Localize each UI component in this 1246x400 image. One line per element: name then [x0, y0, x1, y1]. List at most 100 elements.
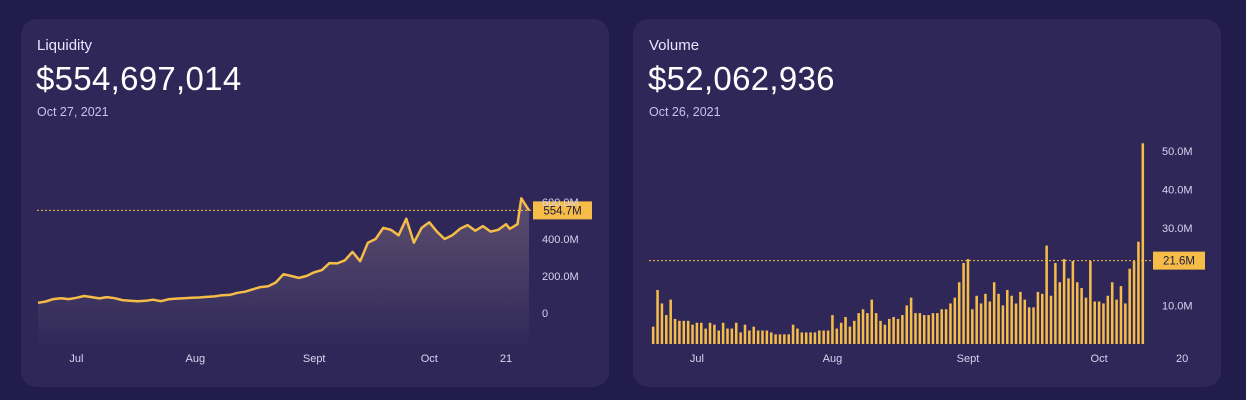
liquidity-value: $554,697,014 [36, 60, 242, 97]
volume-bar [800, 332, 804, 344]
volume-bar [1027, 307, 1031, 344]
volume-bar [673, 318, 677, 344]
volume-bar [700, 322, 703, 344]
volume-bar [669, 299, 672, 344]
volume-bar [918, 313, 922, 344]
volume-bar [678, 320, 681, 344]
volume-bar [1023, 299, 1027, 344]
volume-x-tick: Jul [690, 353, 704, 365]
volume-bar [1036, 291, 1040, 344]
volume-bar [962, 262, 965, 344]
volume-bar [975, 295, 978, 344]
volume-bar [914, 313, 917, 344]
volume-y-tick: 10.0M [1162, 300, 1193, 312]
liquidity-card: Liquidity $554,697,014 Oct 27, 2021 554.… [21, 19, 609, 387]
volume-bar [756, 330, 760, 344]
volume-bar [957, 282, 961, 344]
volume-bar [813, 332, 817, 344]
volume-bar [730, 328, 734, 344]
liquidity-chart[interactable]: 554.7M 0 200.0M 400.0M 600.0M Jul Aug Sept Oct 21 [21, 19, 609, 387]
volume-y-tick: 50.0M [1162, 146, 1193, 158]
volume-bar [774, 334, 777, 344]
volume-y-tick: 40.0M [1162, 185, 1193, 197]
volume-bar [1093, 301, 1096, 344]
volume-bar [1067, 278, 1070, 344]
volume-bar [1001, 305, 1005, 344]
volume-y-tick: 30.0M [1162, 223, 1193, 235]
volume-bar [835, 328, 839, 344]
volume-bar [708, 322, 712, 344]
volume-x-tick: Aug [823, 353, 843, 365]
volume-bar [752, 326, 756, 344]
volume-bar [992, 282, 996, 344]
volume-bar [787, 334, 790, 344]
volume-bar [844, 316, 847, 344]
volume-bar [656, 289, 659, 344]
volume-bar [1141, 143, 1145, 344]
volume-bar [743, 324, 747, 344]
volume-bar [831, 315, 834, 344]
volume-bar [778, 334, 782, 344]
volume-bar [905, 305, 909, 344]
volume-bar [944, 309, 948, 344]
volume-bar [936, 313, 939, 344]
volume-bar [695, 322, 699, 344]
volume-bar [1071, 261, 1075, 344]
volume-current-badge [1153, 251, 1205, 270]
volume-bar [1010, 295, 1013, 344]
volume-bar [1132, 261, 1136, 344]
liquidity-title: Liquidity [37, 37, 93, 54]
volume-bar [1110, 282, 1114, 344]
volume-bar [809, 332, 812, 344]
volume-date: Oct 26, 2021 [649, 105, 721, 119]
volume-bar [665, 315, 668, 344]
volume-bar [1106, 295, 1110, 344]
volume-bar [866, 313, 869, 344]
volume-bar [1006, 289, 1009, 344]
liquidity-x-tick: Jul [69, 353, 83, 365]
liquidity-y-tick: 0 [542, 308, 548, 320]
volume-card: Volume $52,062,936 Oct 26, 2021 21.6M 10.… [633, 19, 1221, 387]
volume-bar [870, 299, 874, 344]
liquidity-x-tick: Sept [303, 353, 326, 365]
liquidity-y-tick: 200.0M [542, 271, 579, 283]
volume-bar [826, 330, 830, 344]
volume-bar [1102, 303, 1105, 344]
liquidity-x-tick: 21 [500, 353, 512, 365]
volume-bar [761, 330, 764, 344]
volume-bar [984, 293, 987, 344]
volume-bar [818, 330, 821, 344]
volume-bar [1032, 307, 1035, 344]
volume-bar [1119, 286, 1123, 344]
volume-bar [931, 313, 935, 344]
volume-x-tick: 20 [1176, 353, 1188, 365]
volume-bar [883, 324, 887, 344]
liquidity-date: Oct 27, 2021 [37, 105, 109, 119]
volume-bar [874, 313, 878, 344]
volume-bar [1115, 299, 1118, 344]
volume-bar [739, 332, 742, 344]
volume-bar [1089, 261, 1092, 344]
volume-bar [1019, 291, 1022, 344]
volume-bar [1014, 303, 1018, 344]
volume-bar [966, 259, 970, 344]
volume-bar [892, 316, 895, 344]
volume-bar [1137, 241, 1140, 344]
volume-bar [791, 324, 795, 344]
volume-bar [988, 301, 992, 344]
volume-bar [848, 326, 852, 344]
volume-chart[interactable]: 21.6M 10.0M 30.0M 40.0M 50.0M Jul Aug Sept Oct 20 [633, 19, 1221, 387]
volume-bar [1045, 245, 1048, 344]
volume-bar [1058, 282, 1062, 344]
volume-title: Volume [649, 37, 700, 54]
volume-bar [796, 328, 799, 344]
volume-bar [1097, 301, 1101, 344]
volume-bar [783, 334, 786, 344]
volume-bar [721, 322, 725, 344]
volume-bar [1128, 268, 1131, 344]
volume-value: $52,062,936 [648, 60, 835, 97]
liquidity-y-tick: 600.0M [542, 197, 579, 209]
volume-bar [804, 332, 808, 344]
volume-bar [1075, 282, 1079, 344]
volume-bar [901, 315, 904, 344]
